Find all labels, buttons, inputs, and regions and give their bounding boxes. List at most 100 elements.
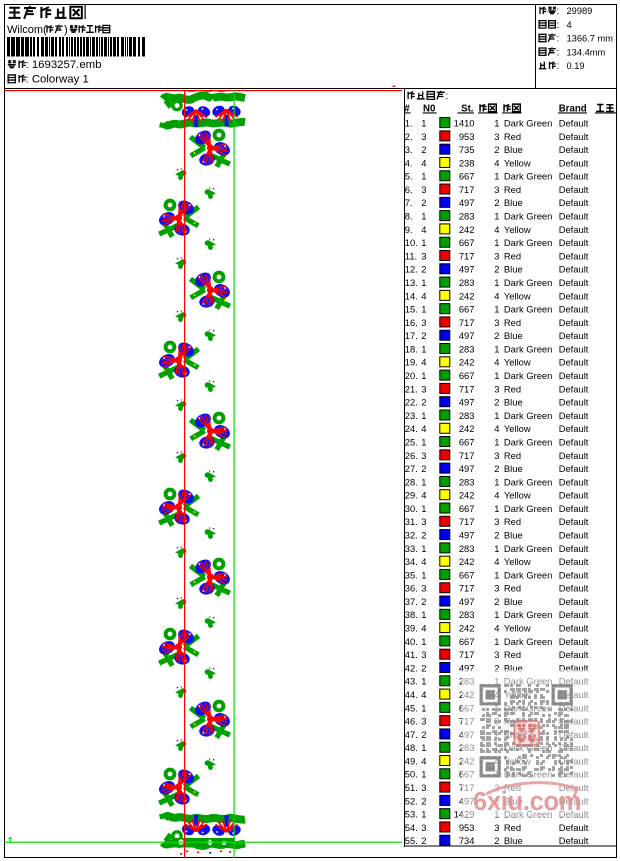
svg-text:4: 4 [421, 224, 426, 235]
svg-text:Default: Default [559, 516, 589, 527]
svg-text:4: 4 [567, 20, 572, 30]
svg-text:1410: 1410 [454, 118, 475, 129]
svg-text:1: 1 [421, 370, 426, 381]
svg-text:Default: Default [559, 636, 589, 647]
svg-text:Default: Default [559, 157, 589, 168]
svg-text:35.: 35. [405, 569, 418, 580]
svg-text:953: 953 [459, 822, 475, 833]
svg-text:34.: 34. [405, 556, 418, 567]
svg-text:24.: 24. [405, 423, 418, 434]
svg-text:Blue: Blue [504, 397, 523, 408]
svg-text:2: 2 [494, 397, 499, 408]
svg-text:1: 1 [421, 543, 426, 554]
svg-text:1: 1 [421, 636, 426, 647]
svg-text:Blue: Blue [504, 529, 523, 540]
svg-text:242: 242 [459, 490, 475, 501]
svg-text:667: 667 [459, 237, 475, 248]
svg-text:497: 497 [459, 264, 475, 275]
svg-text:497: 497 [459, 596, 475, 607]
svg-text:2.: 2. [405, 131, 413, 142]
svg-text:Default: Default [559, 144, 589, 155]
svg-text:49.: 49. [405, 755, 418, 766]
svg-text:717: 717 [459, 583, 475, 594]
svg-text:Default: Default [559, 423, 589, 434]
svg-text:2: 2 [421, 264, 426, 275]
svg-text:22.: 22. [405, 397, 418, 408]
svg-text:2: 2 [494, 264, 499, 275]
svg-text:2: 2 [494, 596, 499, 607]
svg-text:2: 2 [421, 144, 426, 155]
svg-text:4: 4 [494, 423, 499, 434]
svg-text:1: 1 [494, 118, 499, 129]
svg-text:242: 242 [459, 224, 475, 235]
svg-text:Default: Default [559, 383, 589, 394]
svg-text:Yellow: Yellow [504, 490, 531, 501]
svg-text:497: 497 [459, 197, 475, 208]
svg-text:41.: 41. [405, 649, 418, 660]
svg-text:Default: Default [559, 343, 589, 354]
svg-text:242: 242 [459, 357, 475, 368]
svg-text:1: 1 [494, 476, 499, 487]
svg-text:46.: 46. [405, 716, 418, 727]
svg-text:3: 3 [421, 383, 426, 394]
svg-text:1: 1 [494, 370, 499, 381]
svg-text:55.: 55. [405, 835, 418, 846]
svg-text:2: 2 [421, 662, 426, 673]
svg-text:3: 3 [421, 716, 426, 727]
svg-text:1: 1 [494, 609, 499, 620]
svg-text:Default: Default [559, 197, 589, 208]
svg-text:10.: 10. [405, 237, 418, 248]
svg-text:1: 1 [421, 702, 426, 713]
svg-text:4: 4 [494, 623, 499, 634]
svg-text:Dark Green: Dark Green [504, 609, 552, 620]
svg-text:1: 1 [494, 543, 499, 554]
svg-text:30.: 30. [405, 503, 418, 514]
svg-text:2: 2 [494, 144, 499, 155]
svg-text:4: 4 [421, 423, 426, 434]
svg-text:242: 242 [459, 556, 475, 567]
svg-text:42.: 42. [405, 662, 418, 673]
svg-text:St.: St. [461, 103, 474, 114]
svg-text:2: 2 [421, 729, 426, 740]
svg-text:Default: Default [559, 118, 589, 129]
svg-text:48.: 48. [405, 742, 418, 753]
svg-text:3: 3 [421, 583, 426, 594]
svg-text:: Colorway 1: : Colorway 1 [26, 74, 89, 86]
svg-text:Default: Default [559, 556, 589, 567]
svg-text:11.: 11. [405, 250, 417, 261]
svg-text:2: 2 [421, 835, 426, 846]
svg-text:Yellow: Yellow [504, 157, 531, 168]
svg-text:1: 1 [421, 503, 426, 514]
svg-text:Dark Green: Dark Green [504, 543, 552, 554]
svg-text:4: 4 [494, 490, 499, 501]
svg-text:283: 283 [459, 410, 475, 421]
svg-text:Default: Default [559, 662, 589, 673]
svg-text:Blue: Blue [504, 330, 523, 341]
svg-text:3: 3 [494, 131, 499, 142]
svg-text:Default: Default [559, 410, 589, 421]
svg-text:1: 1 [421, 676, 426, 687]
svg-text:Default: Default [559, 211, 589, 222]
svg-text:1: 1 [421, 304, 426, 315]
svg-text:283: 283 [459, 543, 475, 554]
svg-text:Yellow: Yellow [504, 556, 531, 567]
svg-text:32.: 32. [405, 529, 418, 540]
svg-text:Red: Red [504, 250, 521, 261]
svg-text:Default: Default [559, 543, 589, 554]
svg-text:Blue: Blue [504, 264, 523, 275]
svg-text:1: 1 [494, 569, 499, 580]
svg-text:3: 3 [421, 516, 426, 527]
svg-text:Default: Default [559, 277, 589, 288]
svg-text:13.: 13. [405, 277, 418, 288]
svg-text:2: 2 [494, 529, 499, 540]
svg-text:20.: 20. [405, 370, 418, 381]
svg-text:28.: 28. [405, 476, 418, 487]
svg-text:Red: Red [504, 516, 521, 527]
svg-text:735: 735 [459, 144, 475, 155]
svg-text:Default: Default [559, 184, 589, 195]
svg-text:Dark Green: Dark Green [504, 343, 552, 354]
svg-text:2: 2 [494, 835, 499, 846]
svg-text:283: 283 [459, 211, 475, 222]
svg-text:2: 2 [494, 463, 499, 474]
svg-text:1: 1 [494, 277, 499, 288]
